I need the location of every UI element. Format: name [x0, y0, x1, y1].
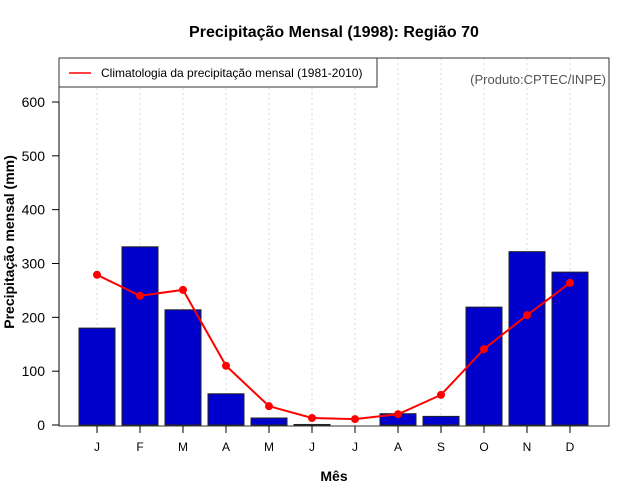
bar-9	[422, 415, 460, 426]
bar-6	[293, 423, 331, 426]
climatology-point-4	[222, 361, 230, 370]
climatology-point-2	[136, 291, 144, 300]
climatology-point-5	[265, 402, 273, 411]
legend: Climatologia da precipitação mensal (198…	[58, 57, 378, 88]
bar-4	[207, 393, 245, 426]
x-tick-label: J	[94, 440, 100, 454]
y-tick-label: 0	[37, 417, 45, 433]
x-tick-label: F	[136, 440, 143, 454]
y-tick-label: 600	[22, 94, 46, 110]
x-tick-label: S	[437, 440, 445, 454]
x-tick-label: D	[566, 440, 575, 454]
bar-3	[164, 309, 202, 426]
x-axis-title: Mês	[320, 468, 347, 484]
legend-box	[58, 57, 378, 88]
climatology-point-6	[308, 414, 316, 423]
x-tick-label: J	[352, 440, 358, 454]
bar-series	[78, 246, 589, 426]
y-tick-label: 300	[22, 256, 46, 272]
climatology-line	[96, 273, 571, 421]
x-tick-label: O	[479, 440, 488, 454]
y-axis: 0 100 200 300 400 500 600	[22, 94, 60, 433]
bar-11	[508, 251, 546, 426]
climatology-point-9	[437, 390, 445, 399]
x-tick-label: A	[394, 440, 402, 454]
bar-12	[551, 271, 589, 426]
y-tick-label: 400	[22, 202, 46, 218]
y-tick-label: 100	[22, 363, 46, 379]
x-tick-label: J	[309, 440, 315, 454]
climatology-series	[93, 270, 574, 424]
bar-2	[121, 246, 159, 426]
climatology-point-3	[179, 285, 187, 294]
bar-1	[78, 327, 116, 426]
y-axis-title: Precipitação mensal (mm)	[1, 155, 17, 329]
source-note: (Produto:CPTEC/INPE)	[470, 72, 606, 87]
climatology-point-10	[480, 345, 488, 354]
x-tick-label: M	[178, 440, 188, 454]
climatology-point-7	[351, 415, 359, 424]
y-tick-label: 500	[22, 148, 46, 164]
legend-label: Climatologia da precipitação mensal (198…	[101, 66, 362, 80]
climatology-point-12	[566, 278, 574, 287]
x-tick-label: N	[523, 440, 532, 454]
x-tick-label: M	[264, 440, 274, 454]
climatology-point-1	[93, 270, 101, 279]
climatology-point-11	[523, 311, 531, 320]
bar-10	[465, 306, 503, 426]
chart-title: Precipitação Mensal (1998): Região 70	[189, 24, 479, 41]
y-tick-label: 200	[22, 309, 46, 325]
x-tick-label: A	[222, 440, 230, 454]
bar-5	[250, 417, 288, 426]
climatology-point-8	[394, 410, 402, 419]
